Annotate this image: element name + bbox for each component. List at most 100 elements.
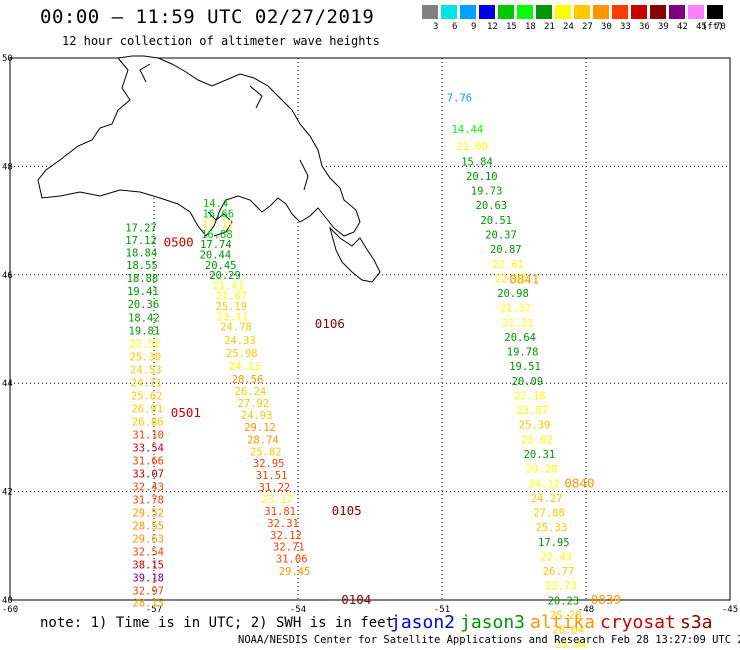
colorbar-swatch bbox=[688, 5, 704, 19]
wave-height-reading: 19.78 bbox=[507, 347, 539, 359]
colorbar-unit: (ft) bbox=[702, 22, 724, 32]
wave-height-reading: 26.86 bbox=[132, 416, 164, 428]
wave-height-reading: 31.22 bbox=[259, 482, 291, 494]
wave-height-reading: 24.27 bbox=[531, 493, 563, 505]
wave-height-reading: 22.43 bbox=[540, 551, 572, 563]
lat-tick-label: 48 bbox=[2, 162, 13, 172]
wave-height-reading: 25.33 bbox=[536, 522, 568, 534]
wave-height-reading: 29.52 bbox=[132, 508, 164, 520]
lon-tick-label: -57 bbox=[146, 605, 162, 615]
lon-tick-label: -60 bbox=[2, 605, 18, 615]
wave-height-reading: 26.91 bbox=[131, 403, 163, 415]
colorbar-label: 42 bbox=[677, 22, 688, 32]
wave-height-reading: 23.11 bbox=[217, 311, 249, 323]
wave-height-reading: 23.87 bbox=[516, 405, 548, 417]
page-subtitle: 12 hour collection of altimeter wave hei… bbox=[62, 34, 380, 48]
wave-height-reading: 25.62 bbox=[131, 390, 163, 402]
colorbar-swatch bbox=[479, 5, 495, 19]
colorbar-swatch bbox=[669, 5, 685, 19]
wave-height-reading: 20.37 bbox=[485, 229, 517, 241]
wave-height-reading: 24.33 bbox=[224, 335, 256, 347]
wave-height-reading: 24.12 bbox=[528, 478, 560, 490]
wave-height-reading: 28.55 bbox=[132, 521, 164, 533]
wave-height-reading: 22.82 bbox=[495, 273, 527, 285]
wave-height-reading: 24.78 bbox=[220, 322, 252, 334]
wave-height-reading: 31.78 bbox=[132, 495, 164, 507]
wave-height-reading: 20.51 bbox=[480, 215, 512, 227]
wave-height-reading: 19.73 bbox=[471, 186, 503, 198]
wave-height-reading: 31.51 bbox=[256, 470, 288, 482]
legend-cryosat: cryosat bbox=[600, 612, 676, 633]
wave-height-reading: 20.98 bbox=[497, 288, 529, 300]
wave-height-reading: 20.29 bbox=[209, 270, 241, 282]
wave-height-reading: 25.19 bbox=[215, 301, 247, 313]
colorbar-label: 21 bbox=[544, 22, 555, 32]
pass-time-label: 0501 bbox=[171, 405, 201, 420]
wave-height-reading: 14.4 bbox=[203, 198, 228, 210]
colorbar-label: 12 bbox=[487, 22, 498, 32]
wave-height-reading: 21.67 bbox=[215, 291, 247, 303]
wave-height-reading: 17.95 bbox=[538, 537, 570, 549]
wave-height-reading: 23.73 bbox=[545, 581, 577, 593]
wave-height-reading: 24.93 bbox=[241, 410, 273, 422]
wave-height-reading: 32.95 bbox=[253, 458, 285, 470]
wave-height-reading: 21.60 bbox=[456, 141, 488, 153]
wave-height-reading: 18.88 bbox=[127, 273, 159, 285]
wave-height-reading: 29.45 bbox=[279, 566, 311, 578]
colorbar-label: 24 bbox=[563, 22, 574, 32]
wave-height-reading: 7.76 bbox=[447, 92, 472, 104]
colorbar-swatch bbox=[536, 5, 552, 19]
colorbar-swatch bbox=[441, 5, 457, 19]
wave-height-reading: 20.87 bbox=[490, 244, 522, 256]
colorbar-label: 9 bbox=[471, 22, 477, 32]
pass-time-label: 0839 bbox=[591, 592, 621, 607]
map-frame bbox=[9, 57, 731, 601]
wave-height-reading: 38.15 bbox=[132, 560, 164, 572]
colorbar-label: 36 bbox=[639, 22, 650, 32]
colorbar-label: 30 bbox=[601, 22, 612, 32]
wave-height-reading: 32.97 bbox=[132, 586, 164, 598]
legend-s3a: s3a bbox=[680, 612, 713, 633]
wave-height-reading: 26.24 bbox=[235, 386, 267, 398]
wave-height-reading: 27.88 bbox=[533, 508, 565, 520]
pass-time-label: 0841 bbox=[509, 271, 539, 286]
coast-detail bbox=[139, 63, 309, 237]
wave-height-reading: 16.66 bbox=[202, 208, 234, 220]
wave-height-reading: 17.74 bbox=[200, 239, 232, 251]
colorbar-label: 6 bbox=[452, 22, 458, 32]
wave-height-reading: 29.63 bbox=[132, 534, 164, 546]
colorbar-swatch bbox=[574, 5, 590, 19]
lat-tick-label: 46 bbox=[2, 271, 13, 281]
wave-height-reading: 33.07 bbox=[132, 469, 164, 481]
colorbar-label: 45 bbox=[696, 22, 707, 32]
wave-height-reading: 18.55 bbox=[126, 260, 158, 272]
wave-height-reading: 23.17 bbox=[262, 494, 294, 506]
credit-line: NOAA/NESDIS Center for Satellite Applica… bbox=[238, 634, 740, 646]
colorbar-swatch bbox=[707, 5, 723, 19]
pass-time-label: 0106 bbox=[315, 316, 345, 331]
wave-height-reading: 32.54 bbox=[132, 547, 164, 559]
wave-height-reading: 32.43 bbox=[132, 482, 164, 494]
wave-height-reading: 25.82 bbox=[250, 446, 282, 458]
colorbar-label: 33 bbox=[620, 22, 631, 32]
pass-time-label: 0105 bbox=[332, 503, 362, 518]
wave-height-reading: 20.36 bbox=[128, 299, 160, 311]
wave-height-reading: 32.71 bbox=[273, 542, 305, 554]
wave-height-reading: 18.84 bbox=[126, 247, 158, 259]
colorbar-swatch bbox=[422, 5, 438, 19]
colorbar-label: 15 bbox=[506, 22, 517, 32]
wave-height-reading: 31.10 bbox=[132, 429, 164, 441]
footer-note: note: 1) Time is in UTC; 2) SWH is in fe… bbox=[40, 615, 395, 631]
wave-height-reading: 28.15 bbox=[132, 598, 164, 610]
wave-height-reading: 32.12 bbox=[270, 530, 302, 542]
wave-height-reading: 33.54 bbox=[132, 442, 164, 454]
wave-height-reading: 19.51 bbox=[509, 361, 541, 373]
wave-height-reading: 24.71 bbox=[130, 377, 162, 389]
lon-tick-label: -45 bbox=[722, 605, 738, 615]
colorbar-swatch bbox=[460, 5, 476, 19]
wave-height-reading: 23.28 bbox=[526, 464, 558, 476]
wave-height-reading: 32.31 bbox=[267, 518, 299, 530]
